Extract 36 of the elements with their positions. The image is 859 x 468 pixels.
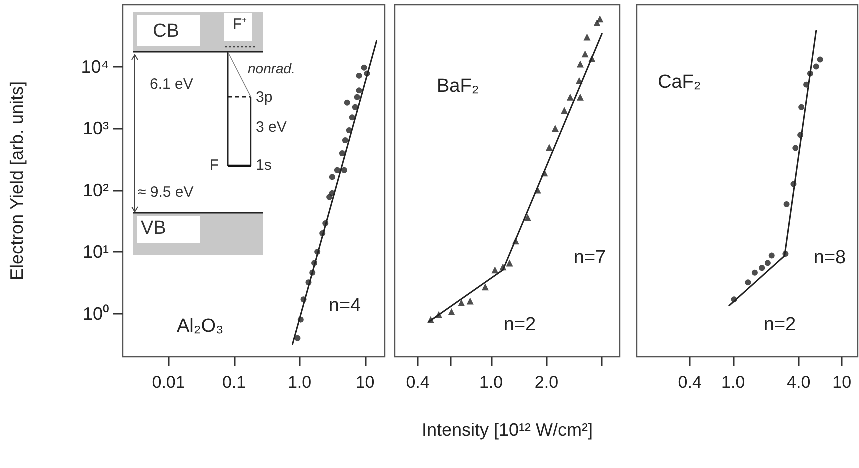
annotation: ≈ 9.5 eV (138, 184, 194, 201)
y-axis-title: Electron Yield [arb. units] (7, 81, 27, 281)
x-tick-label: 0.4 (406, 373, 430, 392)
x-tick-label: 0.1 (222, 373, 246, 392)
x-tick-label: 0.4 (678, 373, 702, 392)
x-tick-label: 10 (356, 373, 375, 392)
annotation: F (210, 156, 219, 174)
annotation: VB (141, 218, 166, 240)
annotation: 3p (256, 88, 273, 106)
annotation: n=7 (574, 248, 606, 268)
y-tick-label: 10³ (82, 118, 110, 139)
y-tick-label: 10⁰ (82, 304, 109, 324)
text: BaF₂ (437, 76, 480, 97)
x-tick-label: 4.0 (787, 373, 811, 392)
y-tick-label: 10¹ (82, 242, 110, 262)
x-axis-title: Intensity [10¹² W/cm²] (422, 420, 594, 440)
text: Al₂O₃ (177, 316, 224, 337)
annotation: n=4 (328, 296, 362, 316)
annotation: 3 eV (256, 118, 287, 136)
annotation: n=8 (814, 248, 846, 268)
x-tick-label: 0.01 (152, 373, 186, 392)
text: CaF₂ (658, 72, 702, 93)
annotation: CB (153, 21, 180, 42)
annotation: nonrad. (248, 60, 296, 77)
x-tick-label: 10 (832, 373, 852, 392)
y-tick-label: 10⁴ (81, 56, 109, 77)
y-tick-label: 10² (82, 180, 110, 200)
annotation: 6.1 eV (150, 76, 194, 93)
x-tick-label: 2.0 (534, 373, 559, 392)
annotation: n=2 (764, 314, 796, 336)
annotation: n=2 (504, 314, 536, 336)
x-tick-label: 1.0 (479, 373, 504, 392)
x-tick-label: 1.0 (288, 373, 312, 392)
x-tick-label: 1.0 (722, 373, 746, 392)
annotation: F⁺ (233, 16, 248, 33)
annotation: 1s (256, 156, 272, 174)
